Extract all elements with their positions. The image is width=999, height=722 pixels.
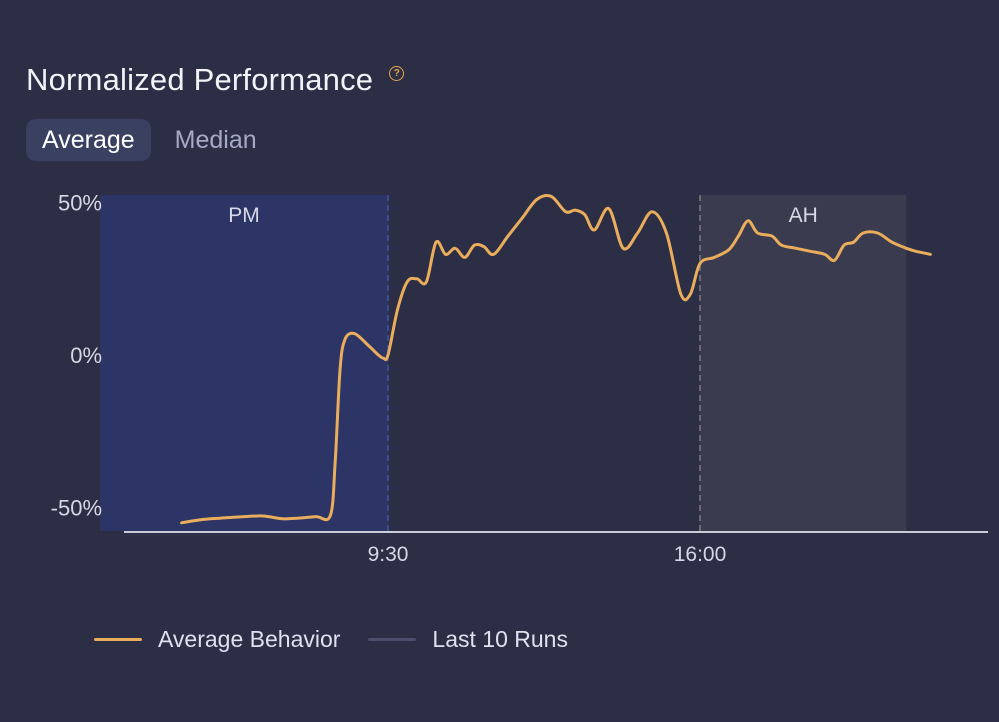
legend: Average Behavior Last 10 Runs <box>94 626 596 653</box>
page-title: Normalized Performance <box>26 62 374 97</box>
session-band-pm <box>100 195 388 531</box>
session-label-pm: PM <box>228 204 260 227</box>
tab-median[interactable]: Median <box>174 126 257 154</box>
x-tick-label: 9:30 <box>368 543 409 566</box>
x-tick-label: 16:00 <box>674 543 727 566</box>
legend-label-average: Average Behavior <box>158 626 341 652</box>
legend-label-last-runs: Last 10 Runs <box>432 626 568 652</box>
tab-group: Average Median <box>26 119 273 161</box>
legend-item-average[interactable]: Average Behavior <box>94 626 340 653</box>
y-tick-label: 50% <box>58 191 102 216</box>
series-line-average-behavior <box>180 194 932 525</box>
title-row: Normalized Performance ? <box>26 62 405 98</box>
y-tick-label: -50% <box>51 496 102 521</box>
legend-item-last-runs[interactable]: Last 10 Runs <box>368 626 568 653</box>
y-tick-label: 0% <box>70 343 102 368</box>
legend-swatch-average <box>94 638 142 641</box>
help-icon[interactable]: ? <box>389 66 405 81</box>
tab-average[interactable]: Average <box>26 119 151 161</box>
legend-swatch-last-runs <box>368 638 417 641</box>
session-label-ah: AH <box>789 204 818 227</box>
